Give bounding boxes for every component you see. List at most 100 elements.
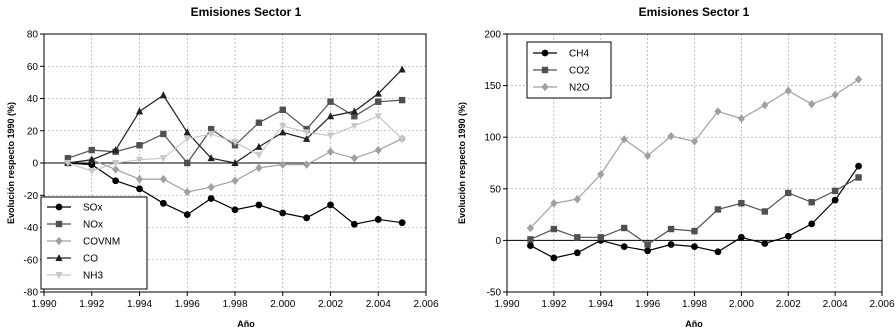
right-point-ch4 bbox=[644, 247, 652, 255]
right-point-ch4 bbox=[855, 162, 862, 170]
left-point-sox bbox=[231, 206, 239, 214]
right-chart: Emisiones Sector 1 Año Evolución respect… bbox=[457, 5, 895, 329]
left-point-nh3 bbox=[279, 122, 287, 130]
left-legend-label-nh3: NH3 bbox=[83, 271, 103, 282]
left-x-tick-label: 1.992 bbox=[79, 299, 104, 310]
left-point-nox bbox=[160, 130, 167, 138]
right-point-n2o bbox=[644, 151, 652, 160]
right-point-n2o bbox=[784, 86, 792, 95]
left-legend-marker-sox bbox=[55, 203, 63, 211]
left-point-sox bbox=[159, 199, 167, 207]
left-point-covnm bbox=[159, 174, 167, 184]
left-point-co bbox=[326, 112, 335, 120]
right-y-tick-label: 100 bbox=[484, 133, 501, 144]
left-point-sox bbox=[207, 195, 215, 202]
left-point-nh3 bbox=[64, 160, 72, 167]
right-point-co2 bbox=[527, 236, 534, 243]
right-y-tick-label: 200 bbox=[484, 30, 501, 41]
left-point-covnm bbox=[279, 160, 287, 169]
left-series-nh3 bbox=[64, 113, 406, 176]
right-point-n2o bbox=[550, 199, 558, 208]
left-point-covnm bbox=[231, 176, 239, 185]
right-x-tick-label: 2.004 bbox=[823, 299, 848, 310]
right-point-co2 bbox=[620, 224, 628, 232]
right-point-co2 bbox=[597, 234, 604, 241]
left-point-nh3 bbox=[183, 135, 191, 143]
right-point-n2o bbox=[714, 107, 722, 116]
left-point-nh3 bbox=[88, 168, 96, 176]
left-series-covnm bbox=[64, 134, 406, 197]
left-chart-title: Emisiones Sector 1 bbox=[191, 5, 302, 19]
right-x-tick-label: 2.002 bbox=[776, 299, 801, 310]
right-point-co2 bbox=[574, 234, 581, 241]
left-point-nh3 bbox=[159, 155, 167, 163]
left-point-sox bbox=[279, 209, 287, 217]
left-y-tick-label: 40 bbox=[27, 94, 39, 105]
right-y-axis-label: Evolución respecto 1990 (%) bbox=[457, 102, 467, 224]
left-y-tick-label: -60 bbox=[24, 255, 39, 266]
left-point-nh3 bbox=[207, 130, 215, 138]
left-chart: Emisiones Sector 1 Año Evolución respect… bbox=[6, 5, 439, 329]
left-point-co bbox=[231, 159, 239, 166]
left-x-tick-label: 1.994 bbox=[127, 299, 152, 310]
right-y-tick-label: -50 bbox=[487, 288, 502, 299]
left-y-tick-label: -40 bbox=[24, 223, 39, 234]
right-point-n2o bbox=[667, 131, 675, 141]
left-point-covnm bbox=[135, 174, 144, 184]
right-point-ch4 bbox=[784, 232, 792, 240]
right-point-n2o bbox=[831, 90, 839, 100]
left-point-nox bbox=[303, 125, 310, 133]
left-y-tick-label: -80 bbox=[24, 288, 39, 299]
left-y-tick-label: -20 bbox=[24, 191, 39, 202]
left-point-sox bbox=[327, 201, 334, 209]
right-x-tick-label: 1.992 bbox=[541, 299, 566, 310]
right-point-n2o bbox=[854, 75, 863, 84]
right-point-ch4 bbox=[714, 248, 722, 256]
right-legend-label-ch4: CH4 bbox=[569, 49, 589, 60]
left-point-co bbox=[350, 107, 358, 115]
left-point-co bbox=[159, 91, 167, 99]
right-point-co2 bbox=[761, 208, 769, 215]
left-x-tick-label: 1.998 bbox=[222, 299, 247, 310]
right-x-tick-label: 1.990 bbox=[494, 299, 519, 310]
left-ticks: 1.990 1.992 1.994 1.996 1.998 2.000 2.002 2.004… bbox=[24, 30, 439, 311]
right-point-ch4 bbox=[667, 241, 675, 248]
right-point-ch4 bbox=[527, 242, 534, 249]
left-point-co bbox=[207, 154, 215, 162]
right-point-co2 bbox=[738, 200, 745, 207]
right-point-ch4 bbox=[808, 220, 816, 228]
left-point-sox bbox=[136, 185, 143, 193]
right-legend-marker-co2 bbox=[541, 66, 549, 74]
left-series-co bbox=[64, 65, 406, 166]
right-point-co2 bbox=[667, 225, 675, 233]
left-point-co bbox=[374, 89, 382, 97]
left-point-co bbox=[279, 128, 287, 136]
right-point-n2o bbox=[737, 114, 745, 123]
left-legend-label-nox: NOx bbox=[83, 220, 103, 231]
right-point-n2o bbox=[761, 101, 769, 110]
right-point-n2o bbox=[620, 135, 628, 144]
right-series-co2 bbox=[527, 174, 862, 248]
left-point-nh3 bbox=[374, 113, 382, 121]
right-point-n2o bbox=[597, 170, 605, 179]
right-legend-marker-n2o bbox=[541, 82, 549, 92]
right-point-ch4 bbox=[620, 243, 628, 250]
left-point-nh3 bbox=[326, 132, 335, 140]
right-y-tick-label: 0 bbox=[495, 236, 501, 247]
left-point-nox bbox=[255, 119, 263, 126]
right-series-line-n2o bbox=[530, 78, 859, 229]
right-point-co2 bbox=[644, 241, 651, 248]
left-point-nh3 bbox=[112, 160, 120, 167]
right-point-co2 bbox=[808, 199, 815, 206]
left-point-nh3 bbox=[398, 135, 406, 143]
right-y-tick-label: 50 bbox=[490, 184, 502, 195]
left-point-nox bbox=[279, 106, 286, 113]
left-point-nox bbox=[136, 142, 143, 149]
left-point-sox bbox=[88, 161, 96, 169]
right-x-tick-label: 1.998 bbox=[682, 299, 707, 310]
right-legend-label-co2: CO2 bbox=[569, 66, 590, 77]
right-point-co2 bbox=[550, 225, 558, 233]
left-legend-marker-covnm bbox=[55, 236, 63, 246]
right-x-tick-label: 2.006 bbox=[869, 299, 894, 310]
left-point-nh3 bbox=[231, 139, 239, 147]
